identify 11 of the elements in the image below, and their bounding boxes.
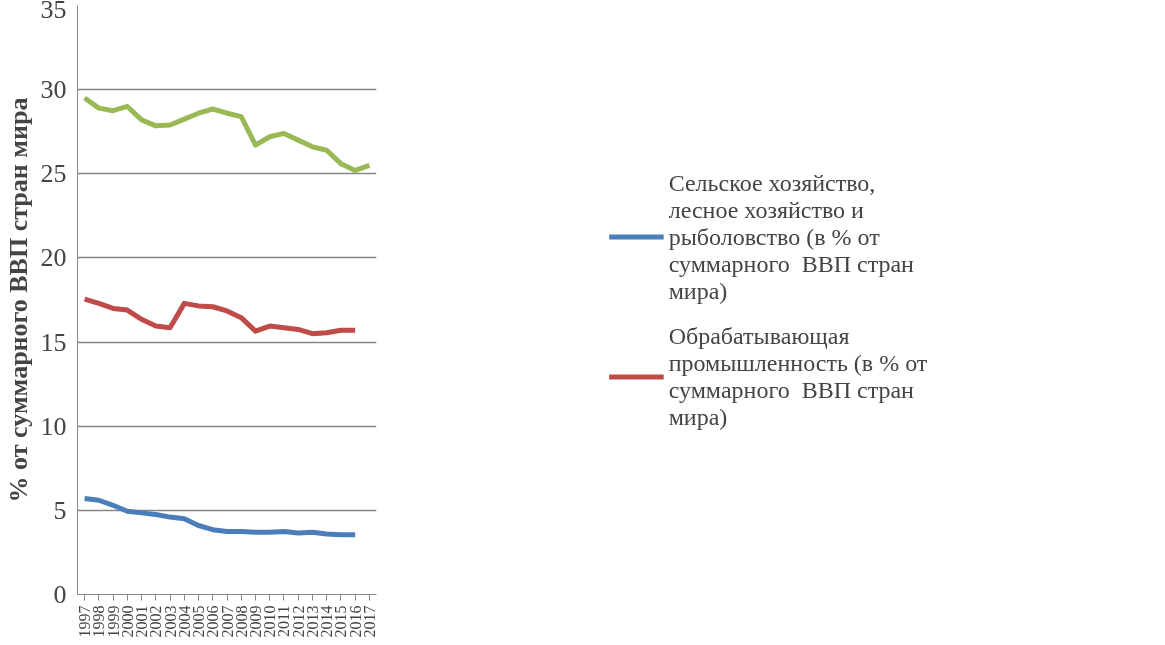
legend-label: Сельское хозяйство, лесное хозяйство и рыболовство (в % от суммарного ВВП стран мира) [668,169,914,304]
legend-label: Обрабатывающая промышленность (в % от суммарного ВВП стран мира) [668,322,928,430]
y-tick-label: 10 [40,411,67,441]
y-tick-label: 30 [40,75,67,105]
y-axis-title: % от суммарного ВВП стран мира [3,97,33,503]
y-tick-label: 20 [40,243,67,273]
y-tick-label: 5 [53,495,67,525]
y-tick-label: 0 [53,580,67,609]
y-tick-label: 25 [40,159,67,189]
y-tick-label: 35 [40,0,67,24]
y-tick-label: 15 [40,327,67,357]
